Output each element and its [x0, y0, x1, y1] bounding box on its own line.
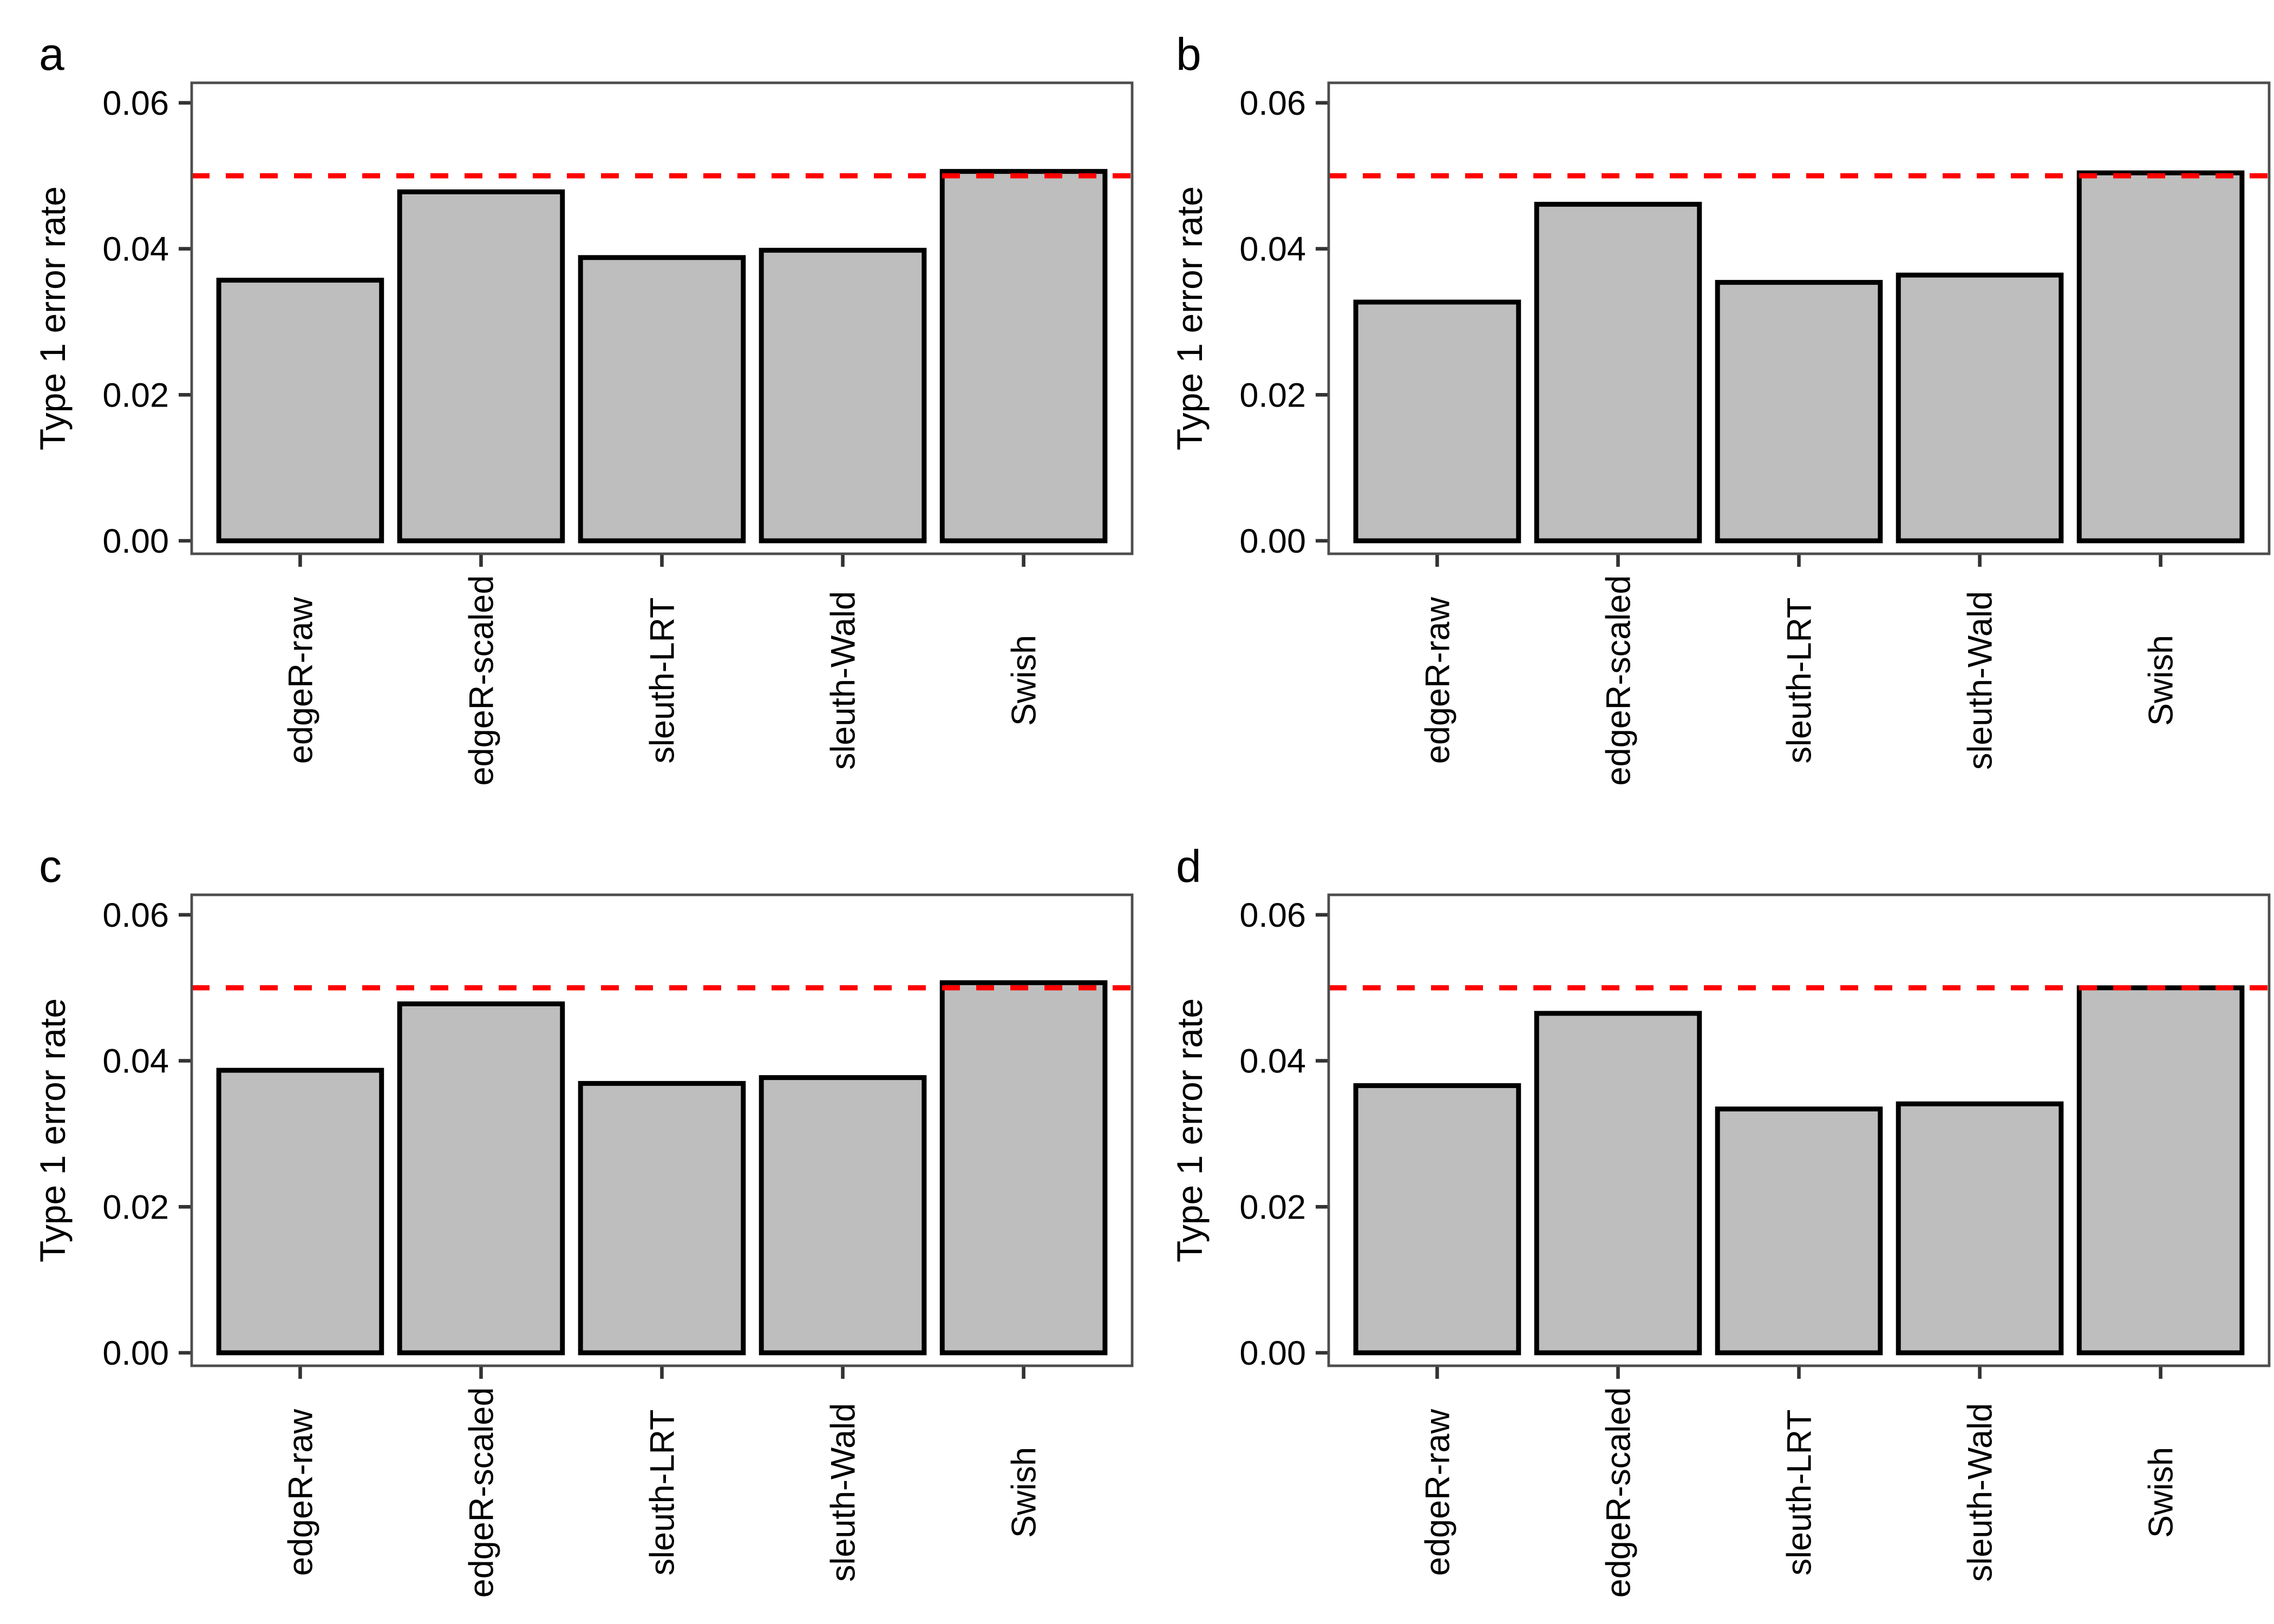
x-tick-label: sleuth-Wald: [825, 1403, 862, 1582]
x-tick-label: sleuth-Wald: [1962, 591, 1999, 770]
y-tick-label: 0.00: [102, 1334, 169, 1372]
bar-sleuth-LRT: [578, 255, 746, 543]
x-tick-label: edgeR-scaled: [463, 575, 501, 786]
panel-letter-c: c: [39, 841, 62, 892]
bar-chart-panel-d: 0.00 0.02 0.04 0.06 edgeR-raw edgeR-scaled sle…: [1239, 893, 2271, 1598]
x-tick-label: edgeR-scaled: [463, 1387, 501, 1598]
x-tick-label: edgeR-scaled: [1600, 1387, 1638, 1598]
x-tick-label: sleuth-Wald: [1962, 1403, 1999, 1582]
bar-Swish: [2076, 985, 2245, 1355]
bar-edgeR-raw: [1353, 299, 1521, 543]
bar-edgeR-scaled: [1534, 201, 1702, 543]
x-tick-label: sleuth-Wald: [825, 591, 862, 770]
y-tick-label: 0.02: [102, 1188, 169, 1226]
y-tick-label: 0.00: [1239, 522, 1306, 560]
y-tick-label: 0.04: [102, 1043, 169, 1081]
panel-d: d Type 1 error rate 0.00 0.02 0.04 0.06 edge…: [1137, 812, 2274, 1624]
y-tick-label: 0.06: [102, 84, 169, 122]
x-tick-label: sleuth-LRT: [644, 598, 682, 764]
panel-a: a Type 1 error rate 0.00 0.02 0.04 0.06 edge…: [0, 0, 1137, 812]
bar-sleuth-Wald: [759, 1075, 927, 1355]
bar-Swish: [2076, 170, 2245, 543]
bar-edgeR-scaled: [397, 1001, 565, 1355]
bar-chart-panel-c: 0.00 0.02 0.04 0.06 edgeR-raw edgeR-scaled sle…: [102, 893, 1134, 1598]
x-tick-label: sleuth-LRT: [1781, 1410, 1819, 1576]
bar-edgeR-raw: [216, 278, 384, 543]
bar-Swish: [939, 169, 1108, 543]
x-tick-label: Swish: [2142, 635, 2180, 726]
y-tick-label: 0.06: [1239, 84, 1306, 122]
y-tick-label: 0.06: [1239, 896, 1306, 934]
bar-sleuth-Wald: [759, 247, 927, 543]
y-tick-label: 0.02: [1239, 1188, 1306, 1226]
y-tick-label: 0.04: [1239, 1043, 1306, 1081]
x-tick-label: edgeR-raw: [282, 597, 319, 764]
x-tick-label: edgeR-raw: [1419, 597, 1456, 764]
y-tick-label: 0.04: [102, 231, 169, 269]
y-tick-label: 0.06: [102, 896, 169, 934]
y-tick-label: 0.04: [1239, 231, 1306, 269]
x-tick-label: Swish: [2142, 1447, 2180, 1538]
panel-border: [1327, 81, 2271, 555]
x-tick-label: sleuth-LRT: [1781, 598, 1819, 764]
y-tick-label: 0.00: [1239, 1334, 1306, 1372]
bar-sleuth-Wald: [1896, 272, 2064, 543]
panel-c: c Type 1 error rate 0.00 0.02 0.04 0.06 edge…: [0, 812, 1137, 1624]
panel-letter-b: b: [1176, 29, 1201, 80]
y-tick-label: 0.02: [102, 376, 169, 414]
bar-chart-panel-a: 0.00 0.02 0.04 0.06 edgeR-raw edgeR-scaled sle…: [102, 81, 1134, 786]
panel-letter-a: a: [39, 29, 64, 80]
x-tick-label: edgeR-raw: [1419, 1409, 1456, 1576]
bar-edgeR-scaled: [397, 189, 565, 543]
x-tick-label: Swish: [1005, 1447, 1043, 1538]
panel-border: [190, 893, 1134, 1367]
panel-border: [1327, 893, 2271, 1367]
bar-sleuth-LRT: [1715, 1106, 1883, 1355]
panel-b: b Type 1 error rate 0.00 0.02 0.04 0.06 edge…: [1137, 0, 2274, 812]
bar-chart-panel-b: 0.00 0.02 0.04 0.06 edgeR-raw edgeR-scaled sle…: [1239, 81, 2271, 786]
bar-edgeR-scaled: [1534, 1011, 1702, 1355]
bar-edgeR-raw: [1353, 1083, 1521, 1355]
x-tick-label: sleuth-LRT: [644, 1410, 682, 1576]
y-tick-label: 0.02: [1239, 376, 1306, 414]
x-tick-label: Swish: [1005, 635, 1043, 726]
bar-sleuth-LRT: [578, 1081, 746, 1355]
panel-border: [190, 81, 1134, 555]
panel-letter-d: d: [1176, 841, 1201, 892]
bar-sleuth-Wald: [1896, 1101, 2064, 1355]
bar-sleuth-LRT: [1715, 280, 1883, 543]
y-tick-label: 0.00: [102, 522, 169, 560]
bar-Swish: [939, 980, 1108, 1355]
bar-edgeR-raw: [216, 1068, 384, 1355]
x-tick-label: edgeR-scaled: [1600, 575, 1638, 786]
x-tick-label: edgeR-raw: [282, 1409, 319, 1576]
